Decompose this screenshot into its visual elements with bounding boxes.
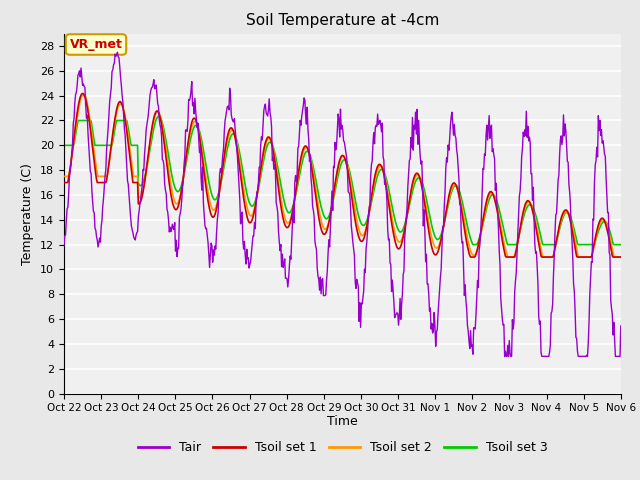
Title: Soil Temperature at -4cm: Soil Temperature at -4cm: [246, 13, 439, 28]
Text: VR_met: VR_met: [70, 38, 122, 51]
X-axis label: Time: Time: [327, 415, 358, 428]
Y-axis label: Temperature (C): Temperature (C): [22, 163, 35, 264]
Legend: Tair, Tsoil set 1, Tsoil set 2, Tsoil set 3: Tair, Tsoil set 1, Tsoil set 2, Tsoil se…: [132, 436, 552, 459]
